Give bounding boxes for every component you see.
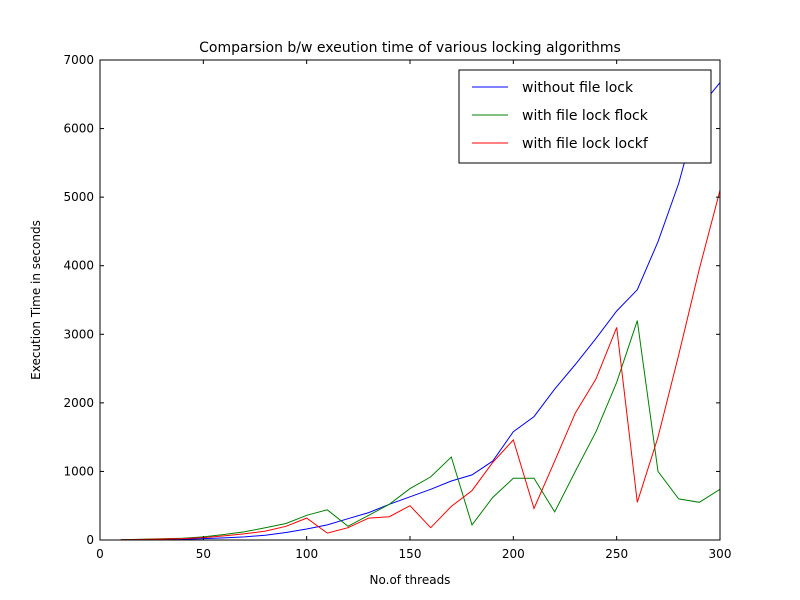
series-line-3 [120, 190, 720, 540]
x-axis-label: No.of threads [370, 573, 451, 587]
series-line-1 [120, 82, 720, 540]
y-tick-label: 0 [86, 533, 94, 547]
x-tick-label: 100 [295, 547, 318, 561]
x-axis: 0 50 100 150 200 250 300 [96, 60, 731, 561]
x-tick-label: 50 [196, 547, 211, 561]
x-tick-label: 300 [709, 547, 732, 561]
y-axis-label: Execution Time in seconds [29, 220, 43, 380]
legend-label-3: with file lock lockf [522, 136, 649, 152]
y-tick-label: 4000 [63, 259, 94, 273]
y-tick-label: 5000 [63, 190, 94, 204]
legend-label-1: without file lock [522, 80, 634, 96]
series-line-2 [120, 320, 720, 540]
y-tick-label: 6000 [63, 122, 94, 136]
legend-box [458, 69, 712, 164]
y-tick-label: 7000 [63, 53, 94, 67]
y-tick-label: 3000 [63, 327, 94, 341]
y-tick-label: 2000 [63, 396, 94, 410]
legend-label-2: with file lock flock [522, 108, 649, 124]
chart-title: Comparsion b/w exeution time of various … [199, 40, 621, 56]
x-tick-label: 0 [96, 547, 104, 561]
x-tick-label: 250 [605, 547, 628, 561]
x-tick-label: 200 [502, 547, 525, 561]
y-axis: 0 1000 2000 3000 4000 5000 6000 7000 [63, 53, 720, 547]
x-tick-label: 150 [399, 547, 422, 561]
legend: without file lock with file lock flock wit… [458, 69, 712, 164]
series-layer [120, 82, 720, 540]
y-tick-label: 1000 [63, 464, 94, 478]
